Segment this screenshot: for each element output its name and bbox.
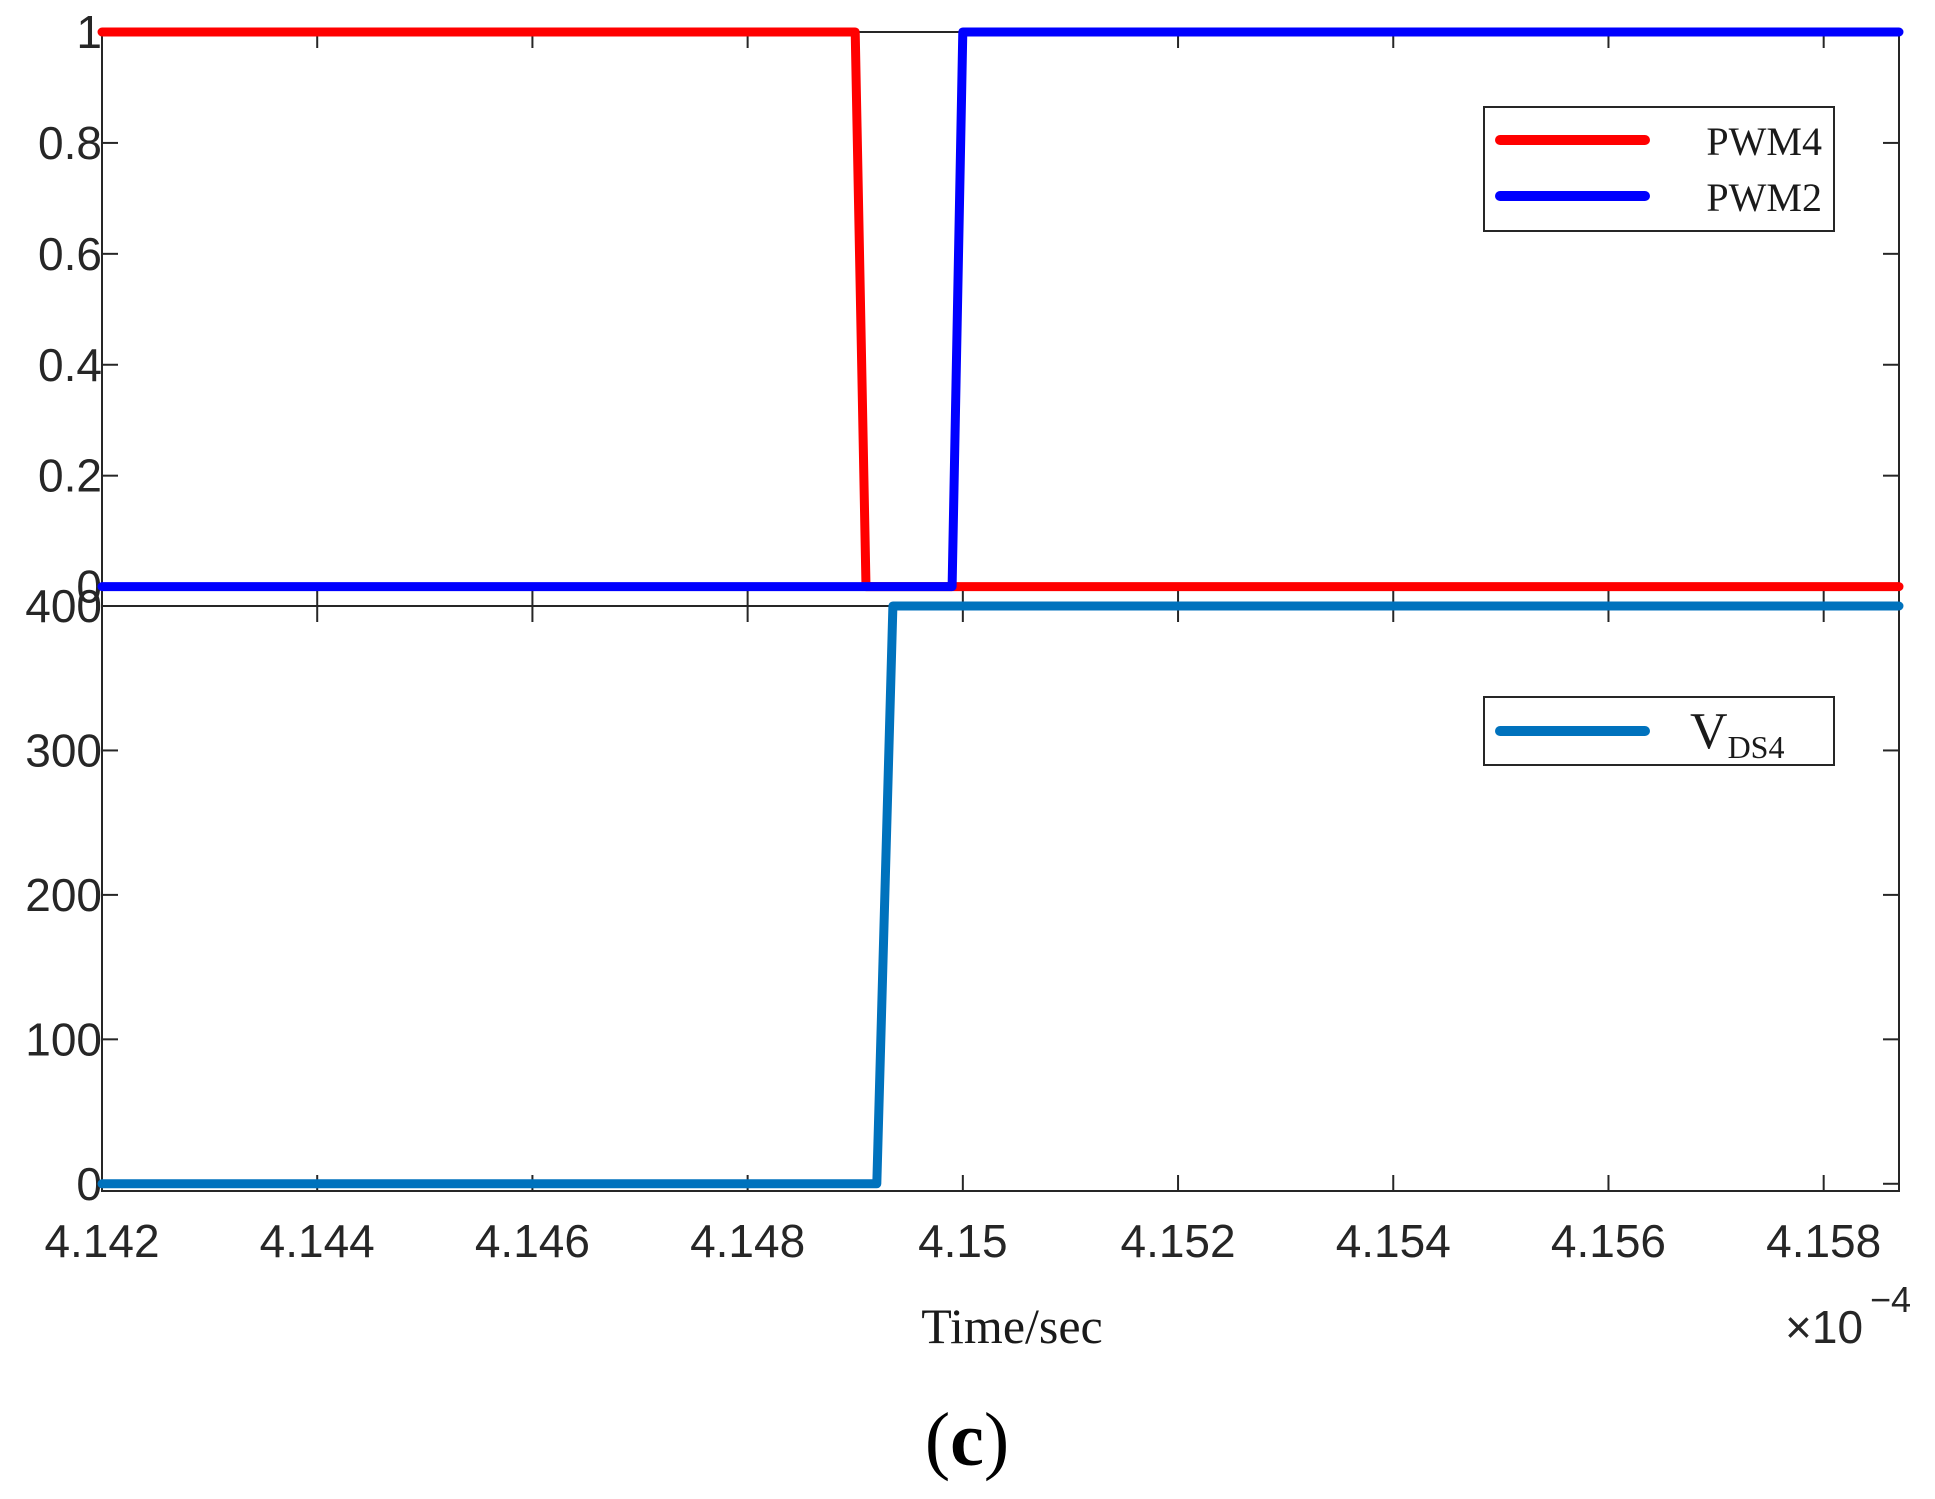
x-tick-label: 4.154: [1336, 1215, 1451, 1267]
series-line-pwm4: [97, 27, 1904, 592]
caption-letter: c: [950, 1398, 984, 1482]
x-axis-label: Time/sec: [921, 1298, 1103, 1354]
y-tick-label: 0.8: [38, 117, 102, 169]
x-tick-label: 4.148: [690, 1215, 805, 1267]
caption-open-paren: (: [925, 1398, 950, 1482]
y-tick-label: 300: [25, 724, 102, 776]
x-tick-label: 4.144: [260, 1215, 375, 1267]
bottom-legend: VDS4: [1483, 696, 1835, 766]
x-tick-label: 4.146: [475, 1215, 590, 1267]
y-tick-label: 200: [25, 869, 102, 921]
x-tick-label: 4.15: [918, 1215, 1008, 1267]
bottom-series: [97, 601, 1904, 1189]
top-legend-box: [1483, 106, 1835, 232]
bottom-plot-area: [101, 605, 1900, 1192]
y-tick-label: 100: [25, 1013, 102, 1065]
figure-caption: (c): [925, 1398, 1009, 1482]
x-multiplier: ×10 −4: [1785, 1279, 1911, 1353]
legend-label-vds4-main: V: [1690, 703, 1728, 760]
x-multiplier-exponent: −4: [1870, 1279, 1911, 1320]
legend-label-vds4: VDS4: [1690, 703, 1784, 765]
top-series: [97, 27, 1904, 592]
top-panel: 00.20.40.60.81 PWM4 PWM2: [38, 6, 1904, 613]
x-multiplier-base: ×10: [1785, 1301, 1863, 1353]
y-tick-label: 400: [25, 580, 102, 632]
series-line-pwm2: [97, 27, 1904, 592]
y-tick-label: 0.4: [38, 339, 102, 391]
legend-label-pwm2: PWM2: [1706, 175, 1822, 220]
x-tick-label: 4.142: [44, 1215, 159, 1267]
bottom-x-ticks: 4.142 4.144 4.146 4.148 4.15 4.152 4.154 4.156 4…: [44, 606, 1881, 1267]
legend-label-pwm4: PWM4: [1706, 119, 1822, 164]
caption-close-paren: ): [984, 1398, 1009, 1482]
legend-label-vds4-sub: DS4: [1728, 729, 1785, 765]
y-tick-label: 0.2: [38, 450, 102, 502]
top-legend: PWM4 PWM2: [1483, 106, 1835, 232]
y-tick-label: 0.6: [38, 228, 102, 280]
top-y-ticks: 00.20.40.60.81: [38, 6, 1899, 613]
x-tick-label: 4.158: [1766, 1215, 1881, 1267]
x-tick-label: 4.156: [1551, 1215, 1666, 1267]
x-tick-label: 4.152: [1120, 1215, 1235, 1267]
series-line-vds4: [97, 601, 1904, 1189]
